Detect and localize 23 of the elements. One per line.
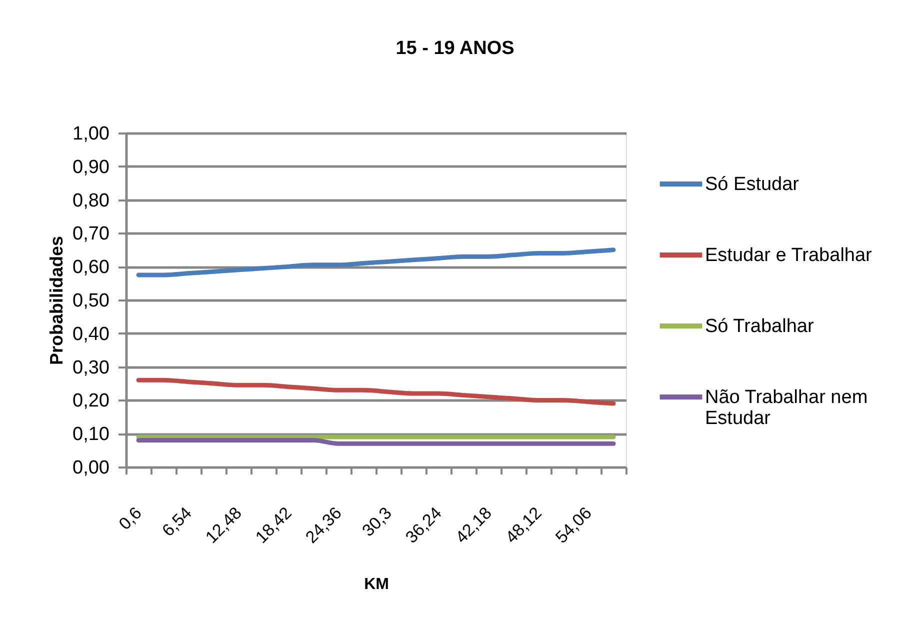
y-tick-label: 0,50 [72, 290, 110, 312]
y-tick-label: 0,70 [72, 224, 110, 245]
y-tick-label: 0,80 [72, 190, 110, 212]
legend-label: Só Estudar [705, 174, 800, 195]
x-axis-title: KM [364, 576, 389, 594]
legend-label: Estudar e Trabalhar [705, 245, 873, 266]
line-series [136, 378, 616, 406]
x-tick-label: 0,6 [115, 503, 146, 534]
y-tick-label: 0,40 [72, 324, 110, 345]
x-tick-label: 30,3 [358, 503, 396, 540]
chart-title: 15 - 19 ANOS [396, 38, 514, 59]
x-tick-label: 6,54 [158, 503, 196, 540]
y-axis-title: Probabilidades [46, 236, 67, 366]
line-series [136, 248, 616, 278]
y-tick-label: 0,20 [72, 390, 110, 412]
y-tick-label: 1,00 [72, 124, 110, 144]
y-tick-label: 0,30 [72, 357, 110, 378]
legend-label: Só Trabalhar [705, 316, 814, 337]
y-tick-label: 0,00 [72, 458, 110, 478]
y-tick-label: 0,60 [72, 257, 110, 278]
legend-label: Não Trabalhar nem Estudar [705, 387, 868, 429]
y-tick-label: 0,90 [72, 156, 110, 178]
y-tick-label: 0,10 [72, 424, 110, 446]
